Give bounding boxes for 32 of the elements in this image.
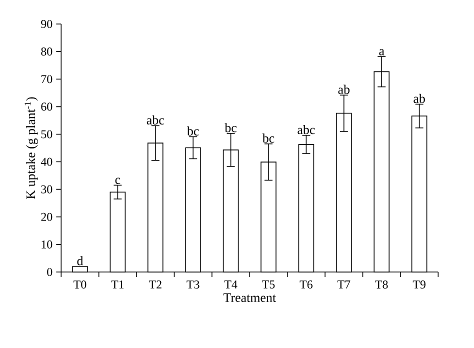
x-tick-label: T7 bbox=[337, 280, 350, 288]
x-tick-label: T8 bbox=[375, 280, 388, 289]
x-tick-label: T0 bbox=[74, 280, 86, 289]
annotation: bc bbox=[262, 134, 274, 143]
annotation: bc bbox=[224, 123, 237, 132]
y-tick-label: 60 bbox=[41, 102, 52, 111]
x-tick-label: T3 bbox=[186, 280, 200, 289]
y-tick-label: 40 bbox=[40, 158, 52, 166]
y-tick-label: 30 bbox=[41, 185, 52, 194]
annotation: bc bbox=[186, 126, 199, 136]
annotation: ab bbox=[338, 84, 350, 94]
annotation: c bbox=[115, 178, 120, 184]
y-tick-label: 90 bbox=[41, 20, 52, 28]
y-axis-title: K uptake (g plant$^{-1}$) bbox=[24, 97, 38, 199]
annotation: a bbox=[379, 49, 384, 56]
y-tick-label: 50 bbox=[41, 130, 52, 138]
annotation: ab bbox=[414, 94, 425, 103]
x-axis-title: Treatment bbox=[224, 293, 276, 302]
x-tick-label: T1 bbox=[111, 280, 124, 288]
x-tick-label: T9 bbox=[412, 280, 426, 289]
annotation: d bbox=[77, 256, 84, 266]
x-tick-label: T4 bbox=[224, 280, 238, 288]
x-tick-label: T6 bbox=[300, 280, 312, 289]
annotation: abc bbox=[298, 125, 315, 134]
annotation: abc bbox=[146, 115, 164, 124]
y-tick-label: 20 bbox=[41, 212, 52, 221]
y-tick-label: 80 bbox=[41, 48, 52, 56]
y-tick-label: 70 bbox=[41, 75, 52, 84]
y-tick-label: 10 bbox=[42, 240, 52, 248]
y-tick-label: 0 bbox=[47, 268, 52, 276]
x-tick-label: T2 bbox=[148, 280, 162, 288]
x-tick-label: T5 bbox=[262, 280, 275, 288]
